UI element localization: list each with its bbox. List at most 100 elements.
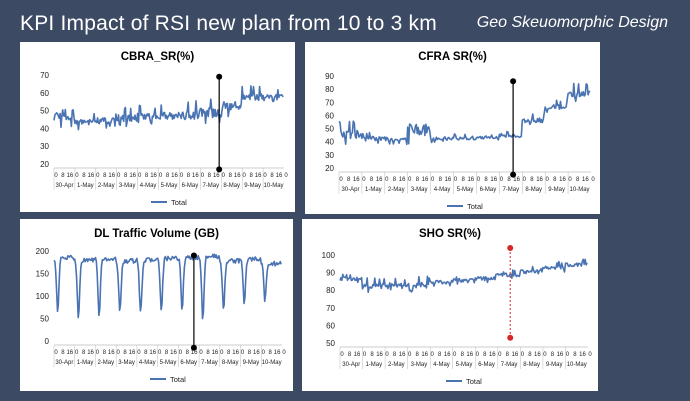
x-hour-tick: 0	[54, 173, 58, 179]
y-tick-label: 70	[326, 304, 335, 313]
x-hour-tick: 0	[546, 177, 550, 183]
x-hour-tick: 16	[171, 173, 178, 179]
y-tick-label: 20	[325, 164, 334, 173]
x-hour-tick: 8	[186, 350, 190, 356]
x-hour-tick: 0	[117, 350, 121, 356]
y-tick-label: 30	[40, 142, 49, 151]
chart-panel-dl: DL Traffic Volume (GB) 0 50 100 150 200 0 8 16 30…	[20, 219, 293, 391]
y-tick-label: 150	[36, 270, 50, 279]
x-hour-tick: 16	[276, 173, 283, 179]
x-hour-tick: 8	[484, 177, 488, 183]
x-hour-tick: 8	[103, 173, 107, 179]
chart-title: SHO SR(%)	[419, 228, 481, 240]
x-day-label: 30-Apr	[342, 362, 360, 368]
change-marker-bottom	[510, 171, 517, 178]
chart-title: CFRA SR(%)	[418, 51, 487, 63]
x-hour-tick: 8	[124, 173, 128, 179]
x-hour-tick: 16	[582, 177, 589, 183]
chart-panel-cbra: CBRA_SR(%) 20 30 40 50 60 70 0 8 16 30-Apr 0 8 16 1-Ma…	[20, 42, 295, 212]
x-hour-tick: 0	[521, 352, 525, 358]
x-hour-tick: 0	[431, 177, 435, 183]
slide-subtitle: Geo Skeuomorphic Design	[476, 14, 668, 31]
x-hour-tick: 16	[536, 177, 543, 183]
x-hour-tick: 0	[75, 173, 79, 179]
x-hour-tick: 0	[284, 173, 288, 179]
x-hour-tick: 0	[339, 177, 343, 183]
x-hour-tick: 0	[117, 173, 121, 179]
x-hour-tick: 0	[241, 350, 245, 356]
x-hour-tick: 0	[477, 177, 481, 183]
x-hour-tick: 0	[179, 350, 183, 356]
x-hour-tick: 8	[270, 173, 274, 179]
x-day-label: 9-May	[243, 360, 260, 366]
x-day-label: 30-Apr	[341, 187, 359, 193]
x-hour-tick: 0	[476, 352, 480, 358]
series-line-total	[53, 253, 282, 320]
x-day-label: 1-May	[365, 187, 382, 193]
change-marker-top	[507, 244, 514, 251]
x-day-label: 5-May	[160, 360, 177, 366]
x-hour-tick: 16	[579, 352, 586, 358]
x-day-label: 9-May	[548, 187, 565, 193]
x-hour-tick: 16	[67, 173, 74, 179]
x-hour-tick: 16	[466, 352, 473, 358]
y-tick-label: 60	[326, 321, 335, 330]
x-hour-tick: 0	[385, 177, 389, 183]
x-hour-tick: 8	[416, 177, 420, 183]
x-hour-tick: 8	[483, 352, 487, 358]
x-hour-tick: 0	[137, 350, 141, 356]
x-hour-tick: 8	[438, 352, 442, 358]
x-hour-tick: 0	[543, 352, 547, 358]
x-hour-tick: 8	[439, 177, 443, 183]
x-day-label: 10-May	[264, 183, 284, 189]
x-day-label: 1-May	[365, 362, 382, 368]
x-hour-tick: 16	[191, 350, 198, 356]
change-marker-bottom	[216, 166, 223, 173]
x-hour-tick: 8	[227, 350, 231, 356]
x-hour-tick: 16	[512, 352, 519, 358]
x-hour-tick: 8	[248, 350, 252, 356]
x-hour-tick: 8	[415, 352, 419, 358]
x-hour-tick: 8	[507, 177, 511, 183]
x-hour-tick: 0	[340, 352, 344, 358]
x-hour-tick: 16	[354, 352, 361, 358]
x-hour-tick: 16	[444, 352, 451, 358]
x-hour-tick: 8	[348, 352, 352, 358]
x-hour-tick: 0	[220, 350, 224, 356]
change-marker-top	[190, 252, 197, 259]
x-hour-tick: 8	[166, 173, 170, 179]
change-marker-bottom	[507, 334, 514, 341]
x-hour-tick: 16	[255, 173, 262, 179]
x-day-label: 3-May	[119, 183, 136, 189]
series-line-total	[53, 85, 284, 131]
x-hour-tick: 0	[180, 173, 184, 179]
x-day-label: 3-May	[411, 187, 428, 193]
y-tick-label: 90	[326, 269, 335, 278]
x-hour-tick: 0	[158, 350, 162, 356]
x-hour-tick: 8	[347, 177, 351, 183]
x-hour-tick: 16	[399, 177, 406, 183]
x-hour-tick: 0	[498, 352, 502, 358]
x-hour-tick: 0	[54, 350, 58, 356]
x-hour-tick: 0	[568, 177, 572, 183]
x-hour-tick: 16	[376, 177, 383, 183]
y-tick-label: 50	[40, 107, 49, 116]
x-hour-tick: 0	[199, 350, 203, 356]
x-hour-tick: 16	[534, 352, 541, 358]
x-day-label: 5-May	[457, 187, 474, 193]
x-day-label: 5-May	[456, 362, 473, 368]
x-day-label: 9-May	[244, 183, 261, 189]
x-day-label: 6-May	[182, 183, 199, 189]
y-tick-label: 30	[325, 151, 334, 160]
legend-label: Total	[171, 198, 187, 207]
x-hour-tick: 0	[431, 352, 435, 358]
x-hour-tick: 0	[454, 177, 458, 183]
x-hour-tick: 8	[551, 352, 555, 358]
x-day-label: 7-May	[201, 360, 218, 366]
x-hour-tick: 0	[159, 173, 163, 179]
x-hour-tick: 16	[399, 352, 406, 358]
x-hour-tick: 8	[187, 173, 191, 179]
x-hour-tick: 0	[222, 173, 226, 179]
x-hour-tick: 8	[576, 177, 580, 183]
